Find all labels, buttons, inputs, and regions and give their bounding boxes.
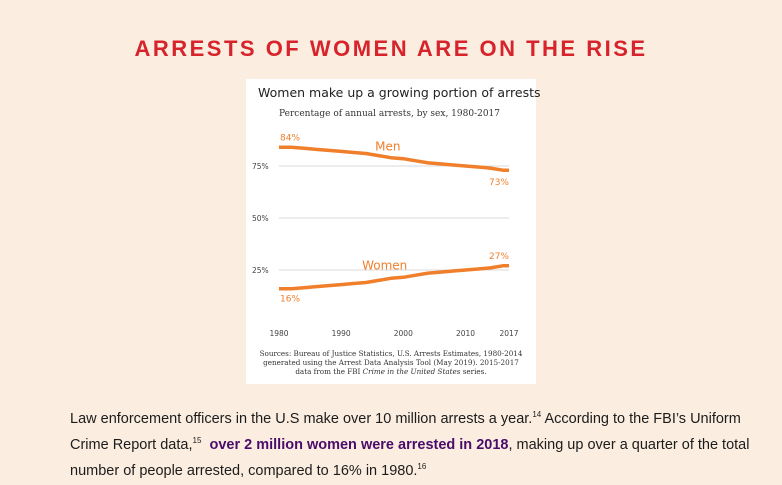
x-tick-label: 1980: [269, 329, 288, 338]
chart-card: Women make up a growing portion of arres…: [246, 79, 541, 384]
body-text-2: According to the FBI’s Uniform Crime Rep…: [70, 410, 741, 453]
end-label-men: 73%: [489, 178, 509, 188]
chart-title: Women make up a growing portion of arres…: [258, 85, 541, 100]
sources-line-1: Sources: Bureau of Justice Statistics, U…: [259, 349, 523, 358]
start-label-women: 16%: [280, 295, 300, 305]
footnote-ref-15[interactable]: 15: [192, 435, 202, 445]
body-text-1: Law enforcement officers in the U.S make…: [70, 410, 533, 427]
chart-sources: Sources: Bureau of Justice Statistics, U…: [246, 349, 536, 376]
y-tick-label: 25%: [252, 266, 269, 275]
x-tick-label: 2017: [499, 329, 518, 338]
footnote-ref-16[interactable]: 16: [417, 461, 427, 471]
series-line-women: [279, 264, 509, 291]
sources-publication: Crime in the United States: [362, 367, 461, 376]
body-paragraph: Law enforcement officers in the U.S make…: [70, 404, 760, 481]
body-text-3: , making up over a quarter of the total …: [70, 436, 750, 479]
x-tick-label: 1990: [332, 329, 351, 338]
series-label-women: Women: [362, 258, 407, 272]
chart-subtitle: Percentage of annual arrests, by sex, 19…: [279, 109, 501, 119]
footnote-ref-14[interactable]: 14: [532, 410, 542, 419]
line-chart: 25% 50% 75% 1980 1990 2000 2010 2017 84% 73% Men 16…: [252, 133, 519, 338]
y-tick-label: 50%: [252, 214, 269, 223]
highlight-stat: over 2 million women were arrested in 20…: [209, 436, 509, 453]
sources-line-3b: series.: [460, 367, 487, 376]
start-label-men: 84%: [280, 133, 300, 143]
series-label-men: Men: [375, 140, 400, 154]
page-headline: ARRESTS OF WOMEN ARE ON THE RISE: [134, 36, 648, 61]
x-tick-label: 2000: [394, 329, 413, 338]
series-line-men: [279, 145, 509, 172]
sources-line-2: generated using the Arrest Data Analysis…: [263, 358, 519, 367]
sources-line-3a: data from the FBI: [295, 367, 363, 376]
x-tick-label: 2010: [456, 329, 475, 338]
end-label-women: 27%: [489, 252, 509, 262]
y-tick-label: 75%: [252, 162, 269, 171]
